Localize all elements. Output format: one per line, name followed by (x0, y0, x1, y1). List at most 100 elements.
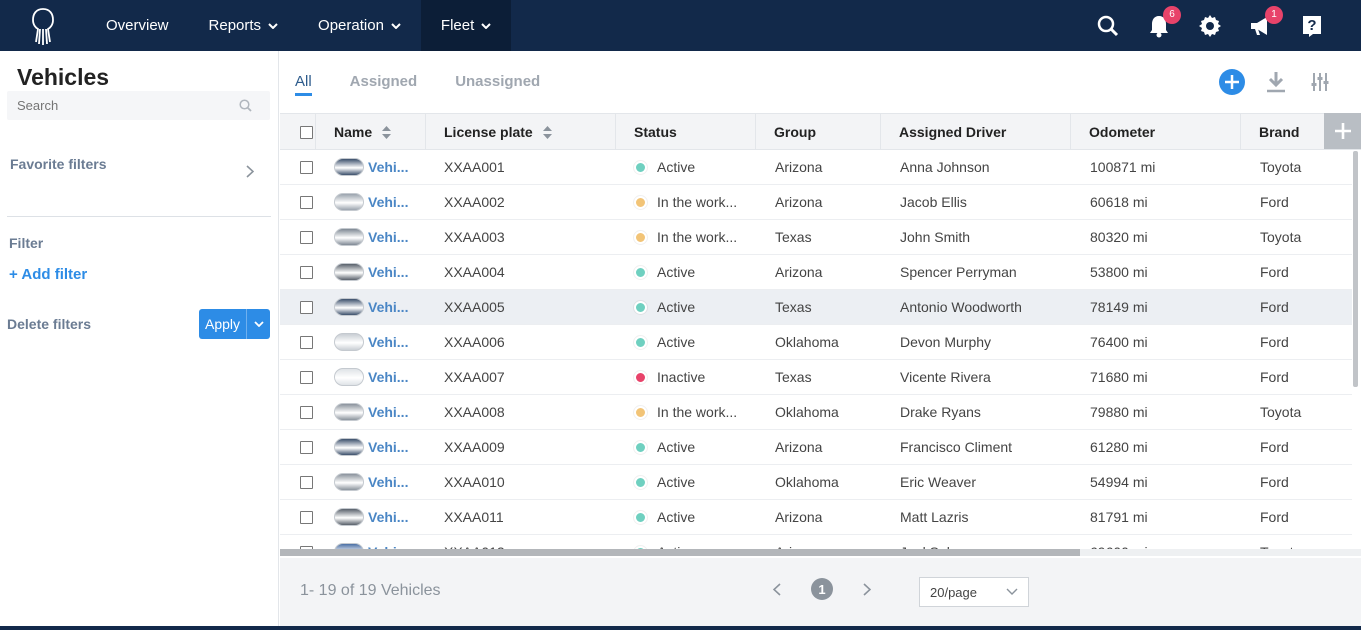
column-assigned-driver[interactable]: Assigned Driver (881, 114, 1071, 150)
vehicle-thumbnail (334, 298, 364, 316)
previous-page-button[interactable] (765, 577, 789, 601)
octopus-logo[interactable] (0, 0, 86, 51)
column-odometer[interactable]: Odometer (1071, 114, 1241, 150)
table-row[interactable]: Vehi... XXAA004 Active Arizona Spencer Perry… (280, 255, 1352, 290)
table-row[interactable]: Vehi... XXAA012 Active ArizonaJoel Soler696… (280, 535, 1352, 549)
table-row[interactable]: Vehi... XXAA011 Active Arizona Matt Lazris 81… (280, 500, 1352, 535)
vehicle-name-cell: Vehi... (316, 325, 426, 360)
chevron-right-icon[interactable] (246, 165, 254, 178)
column-group[interactable]: Group (756, 114, 881, 150)
column-brand[interactable]: Brand (1241, 114, 1361, 150)
table-row[interactable]: Vehi... XXAA007 Inactive Texas Vicente River… (280, 360, 1352, 395)
sort-icon[interactable] (382, 125, 392, 139)
table-row[interactable]: Vehi... XXAA009 Active Arizona Francisco Cli… (280, 430, 1352, 465)
vertical-scrollbar[interactable] (1353, 151, 1358, 387)
row-checkbox[interactable] (300, 405, 313, 419)
nav-overview-label: Overview (106, 17, 169, 34)
search-icon[interactable] (239, 99, 252, 112)
row-checkbox[interactable] (300, 510, 313, 524)
chevron-right-icon (863, 582, 871, 596)
row-checkbox[interactable] (300, 160, 313, 174)
odometer-cell: 100871 mi (1090, 159, 1156, 175)
vehicle-name-link[interactable]: Vehi... (368, 439, 409, 455)
nav-reports[interactable]: Reports (189, 0, 299, 51)
table-row[interactable]: Vehi... XXAA006 Active Oklahoma Devon Murphy… (280, 325, 1352, 360)
table-row[interactable]: Vehi... XXAA008 In the work... Oklahoma Drak… (280, 395, 1352, 430)
odometer-cell: 61280 mi (1090, 439, 1148, 455)
table-row[interactable]: Vehi... XXAA002 In the work... Arizona Jacob… (280, 185, 1352, 220)
vehicle-name-link[interactable]: Vehi... (368, 474, 409, 490)
vehicle-name-link[interactable]: Vehi... (368, 159, 409, 175)
table-row[interactable]: Vehi... XXAA001 Active Arizona Anna Johnson 1… (280, 150, 1352, 185)
row-checkbox[interactable] (300, 335, 313, 349)
vehicle-name-link[interactable]: Vehi... (368, 299, 409, 315)
sort-icon[interactable] (542, 125, 552, 139)
column-name[interactable]: Name (316, 114, 426, 150)
favorite-filters[interactable]: Favorite filters (10, 156, 107, 172)
vehicle-name-link[interactable]: Vehi... (368, 334, 409, 350)
horizontal-scrollbar[interactable] (280, 549, 1361, 556)
tab-assigned[interactable]: Assigned (349, 73, 418, 90)
status-dot (634, 160, 647, 174)
row-select-cell (280, 290, 316, 325)
apply-button[interactable]: Apply (199, 309, 246, 339)
odometer-cell: 53800 mi (1090, 264, 1148, 280)
table-row[interactable]: Vehi... XXAA005 Active Texas Antonio Woodwor… (280, 290, 1352, 325)
apply-options-button[interactable] (246, 309, 270, 339)
vehicle-name-link[interactable]: Vehi... (368, 404, 409, 420)
group-cell: Arizona (775, 264, 823, 280)
row-checkbox[interactable] (300, 545, 313, 549)
vehicle-thumbnail (334, 193, 364, 211)
table-row[interactable]: Vehi... XXAA010 Active Oklahoma Eric Weaver 5… (280, 465, 1352, 500)
group-cell: Arizona (775, 159, 823, 175)
vehicle-name-link[interactable]: Vehi... (368, 194, 409, 210)
gear-icon[interactable] (1197, 13, 1223, 39)
row-select-cell (280, 220, 316, 255)
search-icon[interactable] (1095, 13, 1121, 39)
vehicle-name-link[interactable]: Vehi... (368, 369, 409, 385)
status-dot (634, 300, 647, 314)
vehicle-name-link[interactable]: Vehi... (368, 509, 409, 525)
row-checkbox[interactable] (300, 195, 313, 209)
download-icon[interactable] (1263, 69, 1289, 95)
tab-all[interactable]: All (295, 73, 312, 96)
nav-overview[interactable]: Overview (86, 0, 189, 51)
odometer-cell: 78149 mi (1090, 299, 1148, 315)
vehicle-name-cell: Vehi... (316, 255, 426, 290)
row-checkbox[interactable] (300, 265, 313, 279)
page-number[interactable]: 1 (811, 578, 833, 600)
vehicle-thumbnail (334, 228, 364, 246)
tab-unassigned[interactable]: Unassigned (455, 73, 541, 90)
add-column-button[interactable] (1324, 113, 1361, 149)
vehicle-name-link[interactable]: Vehi... (368, 264, 409, 280)
row-checkbox[interactable] (300, 230, 313, 244)
chevron-left-icon (773, 582, 781, 596)
row-checkbox[interactable] (300, 300, 313, 314)
column-settings-icon[interactable] (1307, 69, 1333, 95)
row-checkbox[interactable] (300, 370, 313, 384)
odometer-cell: 71680 mi (1090, 369, 1148, 385)
status-dot (634, 335, 647, 349)
row-checkbox[interactable] (300, 475, 313, 489)
page-size-select[interactable]: 20/page (919, 577, 1029, 607)
column-status[interactable]: Status (616, 114, 756, 150)
taskbar-strip (0, 626, 1361, 630)
select-all-checkbox[interactable] (300, 125, 313, 139)
next-page-button[interactable] (855, 577, 879, 601)
nav-operation[interactable]: Operation (298, 0, 421, 51)
nav-fleet[interactable]: Fleet (420, 0, 512, 51)
table-row[interactable]: Vehi... XXAA003 In the work... Texas John Sm… (280, 220, 1352, 255)
vehicle-name-link[interactable]: Vehi... (368, 229, 409, 245)
notifications-button[interactable]: 6 (1146, 5, 1181, 39)
add-filter-link[interactable]: + Add filter (9, 266, 88, 283)
row-select-cell (280, 395, 316, 430)
announcements-button[interactable]: 1 (1248, 5, 1283, 39)
help-icon[interactable]: ? (1299, 13, 1325, 39)
add-vehicle-button[interactable] (1219, 69, 1245, 95)
horizontal-scrollbar-thumb[interactable] (280, 549, 1080, 556)
row-checkbox[interactable] (300, 440, 313, 454)
search-input[interactable] (17, 98, 227, 113)
delete-filters-link[interactable]: Delete filters (7, 316, 92, 332)
vehicle-name-link[interactable]: Vehi... (368, 544, 408, 549)
column-license-plate[interactable]: License plate (426, 114, 616, 150)
